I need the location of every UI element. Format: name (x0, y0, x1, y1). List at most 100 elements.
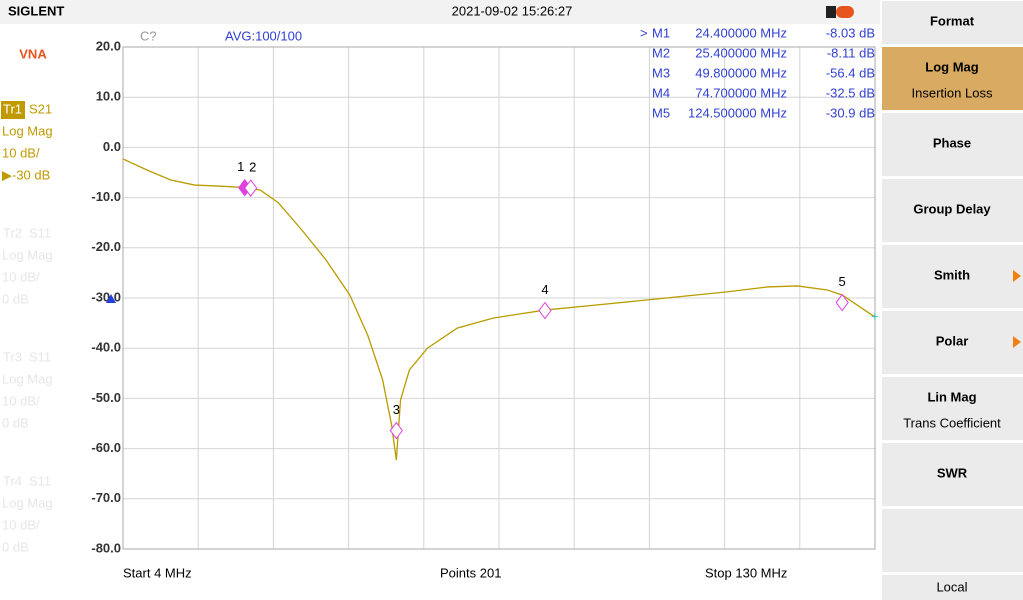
menu-title: Format (930, 13, 975, 28)
marker-name: M5 (652, 105, 670, 120)
menu-blank (882, 509, 1023, 572)
menu-button-bg[interactable] (882, 377, 1023, 440)
plot-frame (122, 46, 876, 550)
ref-arrow (106, 294, 116, 303)
marker-freq: 49.800000 MHz (695, 65, 787, 80)
trace-param: S11 (29, 225, 51, 240)
y-tick-label: -30.0 (91, 289, 121, 304)
marker-plot-label: 2 (249, 160, 256, 175)
y-tick-label: -70.0 (91, 490, 121, 505)
menu-sublabel[interactable]: Trans Coefficient (903, 415, 1001, 430)
marker (538, 301, 552, 320)
submenu-arrow[interactable] (1013, 270, 1021, 282)
status: C? (140, 28, 157, 43)
y-tick-label: -80.0 (91, 540, 121, 555)
trace-id: Tr3 (3, 349, 22, 364)
trace-param: S11 (29, 473, 51, 488)
marker-name: M2 (652, 45, 670, 60)
y-tick-label: -60.0 (91, 440, 121, 455)
marker-value: -30.9 dB (826, 105, 875, 120)
marker-value: -56.4 dB (826, 65, 875, 80)
header-bar (0, 0, 880, 24)
menu-button[interactable]: SWR (882, 443, 1023, 506)
marker-plot-label: 4 (541, 282, 548, 297)
menu-footer-bg[interactable] (882, 575, 1023, 600)
submenu-arrow[interactable] (1013, 336, 1021, 348)
y-tick-label: 20.0 (96, 38, 121, 53)
menu-label[interactable]: SWR (937, 465, 968, 480)
menu-button[interactable]: Phase (882, 113, 1023, 176)
menu-button-bg[interactable] (882, 311, 1023, 374)
trace-badge (1, 101, 25, 119)
trace-format: Log Mag (2, 371, 53, 386)
menu-label[interactable]: Polar (936, 333, 969, 348)
trace-ref: 0 dB (2, 539, 29, 554)
trace-ref: 0 dB (2, 415, 29, 430)
start-freq: Start 4 MHz (123, 565, 192, 580)
trace-scale: 10 dB/ (2, 145, 40, 160)
trace-format: Log Mag (2, 247, 53, 262)
menu-label[interactable]: Group Delay (913, 201, 991, 216)
menu-label[interactable]: Log Mag (925, 59, 978, 74)
y-tick-label: -10.0 (91, 189, 121, 204)
marker-value: -8.03 dB (826, 25, 875, 40)
y-tick-label: -50.0 (91, 390, 121, 405)
trace-format: Log Mag (2, 123, 53, 138)
menu-footer[interactable]: Local (936, 579, 967, 594)
y-tick-label: -20.0 (91, 239, 121, 254)
trace-id: Tr1 (3, 101, 22, 116)
menu-label[interactable]: Phase (933, 135, 971, 150)
marker-value: -32.5 dB (826, 85, 875, 100)
averaging: AVG:100/100 (225, 28, 302, 43)
marker-value: -8.11 dB (827, 45, 875, 60)
y-tick-label: -40.0 (91, 340, 121, 355)
menu-label[interactable]: Lin Mag (927, 389, 976, 404)
marker (244, 179, 258, 197)
marker-freq: 24.400000 MHz (695, 25, 787, 40)
marker (389, 421, 403, 440)
end-cursor: + (871, 309, 879, 324)
menu-button-bg[interactable] (882, 113, 1023, 176)
menu-button-bg[interactable] (882, 245, 1023, 308)
marker-freq: 124.500000 MHz (688, 105, 787, 120)
marker-name: M1 (652, 25, 670, 40)
stop-freq: Stop 130 MHz (705, 565, 787, 580)
menu-button-bg[interactable] (882, 443, 1023, 506)
trace-ref: ▶-30 dB (2, 167, 50, 182)
datetime: 2021-09-02 15:26:27 (452, 3, 573, 18)
mode-label: VNA (19, 46, 47, 61)
trace-format: Log Mag (2, 495, 53, 510)
points: Points 201 (440, 565, 501, 580)
marker (835, 293, 849, 312)
menu-label[interactable]: Smith (934, 267, 970, 282)
trace-scale: 10 dB/ (2, 269, 40, 284)
marker-name: M3 (652, 65, 670, 80)
usb-icon (836, 6, 854, 18)
trace-param: S11 (29, 349, 51, 364)
marker-freq: 74.700000 MHz (695, 85, 787, 100)
marker-plot-label: 1 (237, 159, 244, 174)
trace-param: S21 (29, 101, 52, 116)
marker-plot-label: 3 (393, 402, 400, 417)
menu-sublabel[interactable]: Insertion Loss (912, 85, 993, 100)
trace-scale: 10 dB/ (2, 517, 40, 532)
menu-button[interactable]: Lin Mag Trans Coefficient (882, 377, 1023, 440)
trace-scale: 10 dB/ (2, 393, 40, 408)
trace-id: Tr2 (3, 225, 22, 240)
marker-freq: 25.400000 MHz (695, 45, 787, 60)
menu-button[interactable]: Log Mag Insertion Loss (882, 47, 1023, 110)
menu-button-bg[interactable] (882, 47, 1023, 110)
active-symbol: > (640, 25, 648, 40)
menu-button[interactable]: Group Delay (882, 179, 1023, 242)
menu-button-bg[interactable] (882, 179, 1023, 242)
menu-button[interactable]: Polar (882, 311, 1023, 374)
y-tick-label: 0.0 (103, 139, 121, 154)
marker-plot-label: 5 (839, 274, 846, 289)
y-tick-label: 10.0 (96, 89, 121, 104)
marker-name: M4 (652, 85, 670, 100)
battery-icon (826, 6, 836, 18)
menu-button[interactable]: Smith (882, 245, 1023, 308)
brand: SIGLENT (8, 3, 64, 18)
